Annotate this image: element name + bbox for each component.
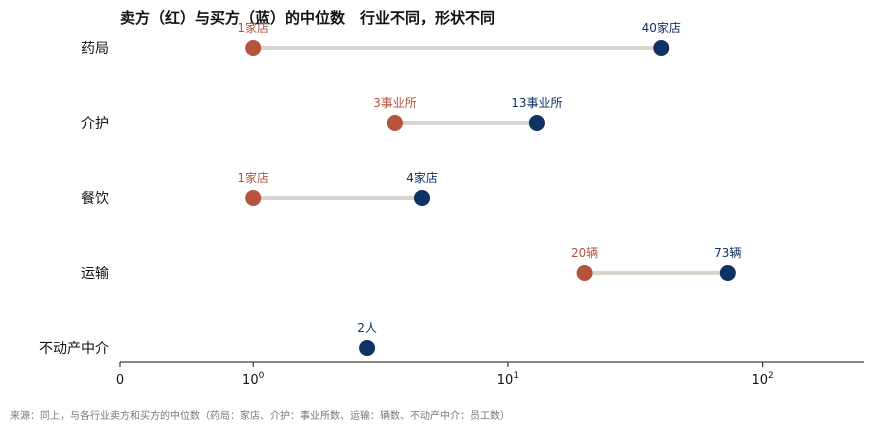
seller-point [386, 115, 403, 131]
buyer-point [528, 115, 545, 131]
category-label: 不动产中介 [39, 341, 109, 357]
seller-data-label: 3事业所 [373, 96, 417, 110]
buyer-data-label: 73辆 [714, 246, 741, 260]
x-axis: 0 100 101 102 [116, 361, 864, 388]
buyer-point [359, 340, 376, 356]
category-row: 介护 3事业所 13事业所 [81, 96, 563, 132]
category-row: 运输 20辆 73辆 [81, 246, 741, 282]
buyer-data-label: 40家店 [642, 20, 681, 35]
category-label: 运输 [81, 266, 109, 282]
buyer-point [414, 190, 431, 206]
category-row: 不动产中介 2人 [39, 321, 377, 357]
category-label: 餐饮 [81, 191, 109, 207]
seller-point [576, 265, 593, 281]
chart-title: 卖方（红）与买方（蓝）的中位数 行业不同，形状不同 [120, 9, 495, 27]
seller-data-label: 20辆 [571, 246, 598, 260]
category-row: 餐饮 1家店 4家店 [81, 170, 438, 207]
x-tick-label: 101 [497, 371, 519, 388]
category-row: 药局 1家店 40家店 [81, 20, 681, 57]
x-tick-label: 0 [116, 373, 124, 388]
buyer-data-label: 2人 [357, 321, 377, 335]
buyer-point [653, 40, 670, 56]
seller-data-label: 1家店 [237, 170, 269, 185]
source-note: 来源：同上，与各行业卖方和买方的中位数（药局：家店、介护：事业所数、运输：辆数、… [10, 409, 510, 422]
seller-point [245, 40, 262, 56]
seller-point [245, 190, 262, 206]
buyer-data-label: 13事业所 [511, 96, 562, 110]
category-label: 药局 [81, 41, 109, 57]
category-label: 介护 [81, 116, 109, 132]
buyer-data-label: 4家店 [406, 170, 438, 185]
x-tick-label: 102 [751, 371, 773, 388]
seller-data-label: 1家店 [237, 20, 269, 35]
buyer-point [719, 265, 736, 281]
x-tick-label: 100 [242, 371, 265, 388]
